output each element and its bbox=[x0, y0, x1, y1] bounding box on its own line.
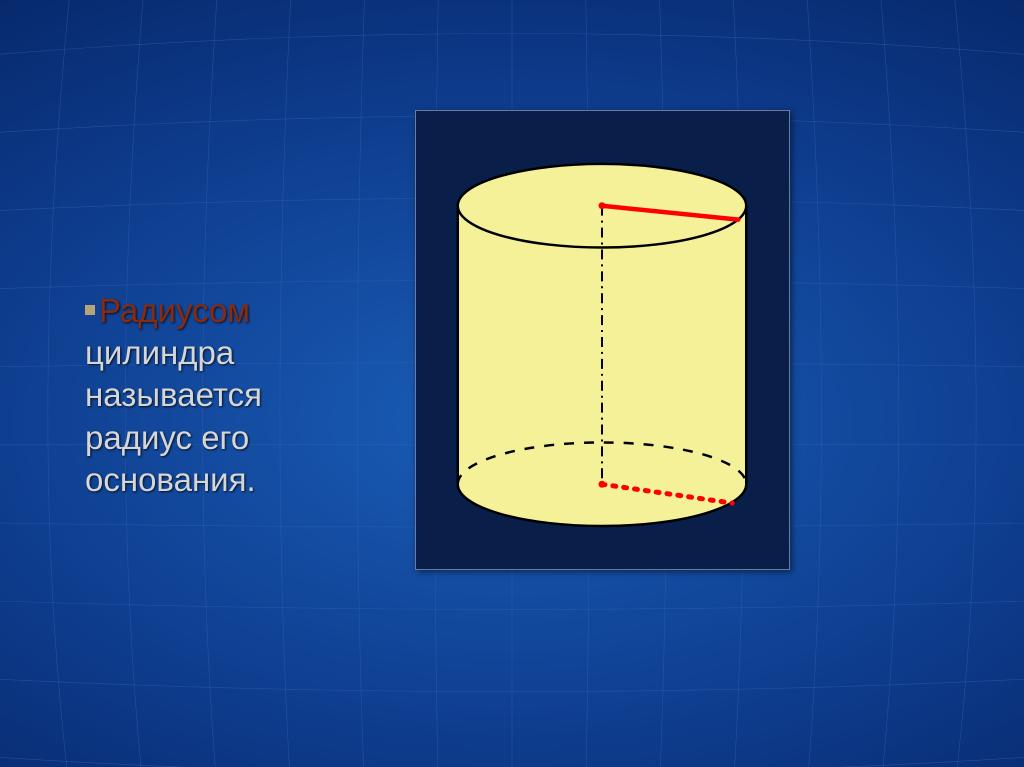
slide-content: Радиусом цилиндра называется радиус его … bbox=[0, 0, 1024, 767]
bullet-icon bbox=[85, 305, 95, 315]
definition-text: Радиусом цилиндра называется радиус его … bbox=[85, 290, 365, 501]
definition-body: цилиндра называется радиус его основания… bbox=[85, 334, 262, 498]
highlight-word: Радиусом bbox=[99, 292, 250, 329]
cylinder-diagram bbox=[416, 111, 789, 569]
cylinder-diagram-frame bbox=[415, 110, 790, 570]
